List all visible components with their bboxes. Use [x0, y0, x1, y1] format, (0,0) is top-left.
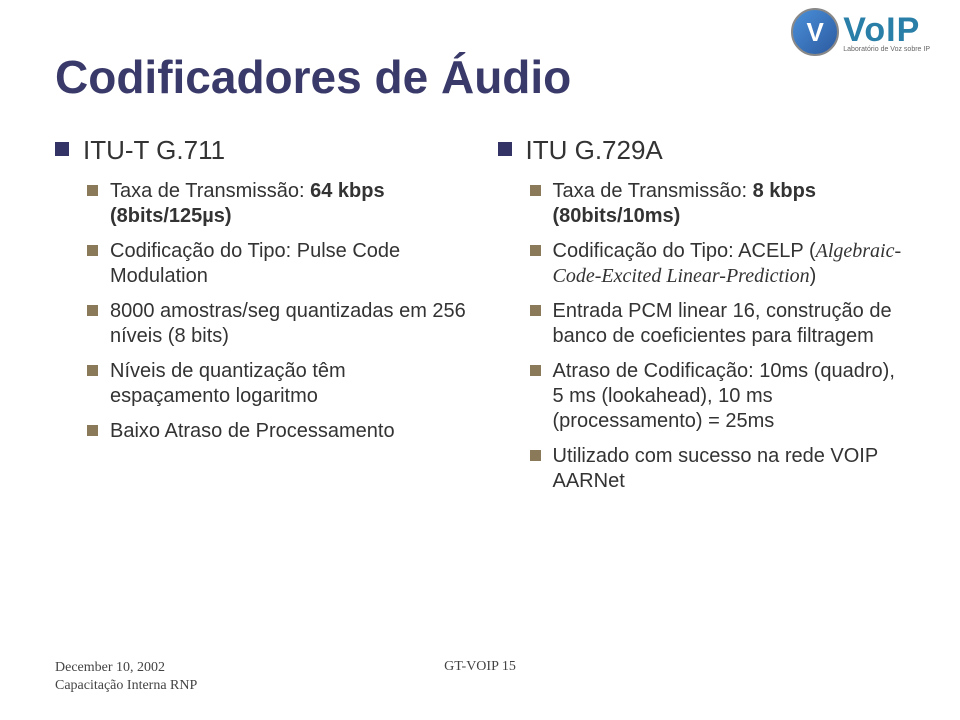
list-item: Entrada PCM linear 16, construção de ban… [530, 299, 911, 349]
bullet-square-icon [87, 365, 98, 376]
right-column: ITU G.729A Taxa de Transmissão: 8 kbps (… [498, 134, 911, 504]
list-item-text: Taxa de Transmissão: 64 kbps (8bits/125µ… [110, 179, 468, 229]
bullet-square-icon [530, 305, 541, 316]
list-item-text: 8000 amostras/seg quantizadas em 256 nív… [110, 299, 468, 349]
list-item: 8000 amostras/seg quantizadas em 256 nív… [87, 299, 468, 349]
list-item: Taxa de Transmissão: 64 kbps (8bits/125µ… [87, 179, 468, 229]
bullet-square-icon [87, 425, 98, 436]
list-item: Codificação do Tipo: ACELP (Algebraic-Co… [530, 239, 911, 289]
left-heading-text: ITU-T G.711 [83, 134, 225, 167]
list-item: Codificação do Tipo: Pulse Code Modulati… [87, 239, 468, 289]
list-item-text: Codificação do Tipo: ACELP (Algebraic-Co… [553, 239, 911, 289]
list-item: Atraso de Codificação: 10ms (quadro), 5 … [530, 359, 911, 434]
list-item: Utilizado com sucesso na rede VOIP AARNe… [530, 444, 911, 494]
slide-title: Codificadores de Áudio [55, 50, 910, 104]
bullet-square-icon [530, 185, 541, 196]
bullet-square-icon [87, 305, 98, 316]
list-item-text: Codificação do Tipo: Pulse Code Modulati… [110, 239, 468, 289]
bullet-square-icon [530, 245, 541, 256]
bullet-square-icon [55, 142, 69, 156]
list-item-text: Taxa de Transmissão: 8 kbps (80bits/10ms… [553, 179, 911, 229]
list-item: Níveis de quantização têm espaçamento lo… [87, 359, 468, 409]
logo-subtitle: Laboratório de Voz sobre IP [843, 46, 930, 53]
right-heading-text: ITU G.729A [526, 134, 663, 167]
list-item-text: Utilizado com sucesso na rede VOIP AARNe… [553, 444, 911, 494]
logo-globe-icon [791, 8, 839, 56]
footer: December 10, 2002 Capacitação Interna RN… [55, 659, 905, 695]
bullet-square-icon [530, 365, 541, 376]
logo-text: VoIP [843, 11, 930, 50]
voip-logo: VoIP Laboratório de Voz sobre IP [791, 8, 930, 56]
footer-slide-number: GT-VOIP 15 [444, 659, 516, 675]
bullet-square-icon [498, 142, 512, 156]
list-item-text: Entrada PCM linear 16, construção de ban… [553, 299, 911, 349]
left-column: ITU-T G.711 Taxa de Transmissão: 64 kbps… [55, 134, 468, 504]
list-item-text: Níveis de quantização têm espaçamento lo… [110, 359, 468, 409]
list-item: Baixo Atraso de Processamento [87, 419, 468, 444]
left-heading: ITU-T G.711 [55, 134, 468, 167]
footer-org: Capacitação Interna RNP [55, 677, 197, 695]
bullet-square-icon [87, 245, 98, 256]
list-item-text: Baixo Atraso de Processamento [110, 419, 395, 444]
right-heading: ITU G.729A [498, 134, 911, 167]
bullet-square-icon [530, 450, 541, 461]
list-item: Taxa de Transmissão: 8 kbps (80bits/10ms… [530, 179, 911, 229]
list-item-text: Atraso de Codificação: 10ms (quadro), 5 … [553, 359, 911, 434]
bullet-square-icon [87, 185, 98, 196]
footer-date: December 10, 2002 [55, 659, 197, 677]
